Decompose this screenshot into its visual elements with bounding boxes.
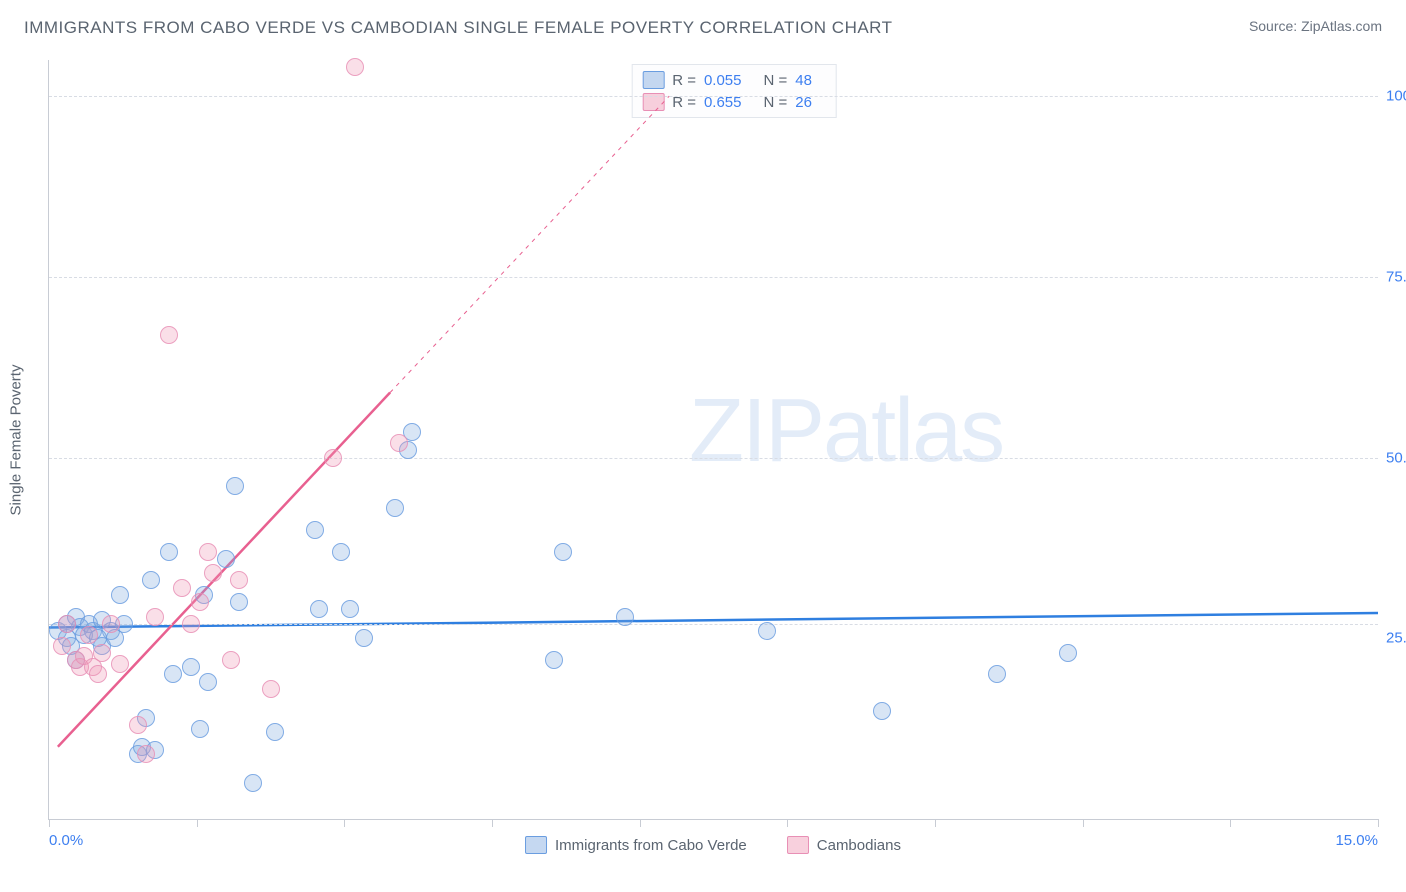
x-tick-mark [197, 819, 198, 827]
data-point [80, 626, 98, 644]
y-tick-label: 50.0% [1386, 449, 1406, 466]
source-prefix: Source: [1249, 18, 1301, 34]
data-point [758, 622, 776, 640]
data-point [355, 629, 373, 647]
gridline [49, 458, 1378, 459]
data-point [310, 600, 328, 618]
data-point [616, 608, 634, 626]
data-point [111, 586, 129, 604]
data-point [204, 564, 222, 582]
data-point [182, 658, 200, 676]
x-tick-mark [1083, 819, 1084, 827]
gridline [49, 624, 1378, 625]
data-point [554, 543, 572, 561]
data-point [89, 665, 107, 683]
series-legend: Immigrants from Cabo Verde Cambodians [525, 836, 901, 854]
data-point [332, 543, 350, 561]
data-point [199, 543, 217, 561]
legend-label-blue: Immigrants from Cabo Verde [555, 837, 747, 854]
data-point [129, 716, 147, 734]
trend-line [49, 613, 1378, 627]
source-attribution: Source: ZipAtlas.com [1249, 18, 1382, 34]
data-point [545, 651, 563, 669]
x-tick-mark [935, 819, 936, 827]
data-point [191, 720, 209, 738]
data-point [137, 745, 155, 763]
data-point [226, 477, 244, 495]
x-tick-mark [1378, 819, 1379, 827]
data-point [146, 608, 164, 626]
trend-line [58, 393, 390, 747]
data-point [217, 550, 235, 568]
data-point [191, 593, 209, 611]
y-tick-label: 25.0% [1386, 630, 1406, 647]
data-point [111, 655, 129, 673]
data-point [199, 673, 217, 691]
chart-area: Single Female Poverty ZIPatlas R = 0.055… [48, 60, 1378, 820]
data-point [230, 571, 248, 589]
trendlines-layer [49, 60, 1378, 819]
gridline [49, 96, 1378, 97]
gridline [49, 277, 1378, 278]
x-tick-mark [640, 819, 641, 827]
data-point [222, 651, 240, 669]
data-point [164, 665, 182, 683]
data-point [93, 644, 111, 662]
data-point [102, 615, 120, 633]
y-tick-label: 75.0% [1386, 268, 1406, 285]
data-point [988, 665, 1006, 683]
data-point [386, 499, 404, 517]
chart-title: IMMIGRANTS FROM CABO VERDE VS CAMBODIAN … [24, 18, 893, 38]
data-point [1059, 644, 1077, 662]
data-point [306, 521, 324, 539]
data-point [230, 593, 248, 611]
legend-item-pink: Cambodians [787, 836, 901, 854]
swatch-blue-icon [525, 836, 547, 854]
x-tick-mark [344, 819, 345, 827]
x-tick-mark [1230, 819, 1231, 827]
trend-line [390, 96, 669, 392]
data-point [341, 600, 359, 618]
x-tick-mark [49, 819, 50, 827]
data-point [142, 571, 160, 589]
source-name: ZipAtlas.com [1301, 18, 1382, 34]
x-tick-label: 15.0% [1335, 832, 1378, 849]
data-point [58, 615, 76, 633]
x-tick-mark [492, 819, 493, 827]
data-point [53, 637, 71, 655]
data-point [873, 702, 891, 720]
y-tick-label: 100.0% [1386, 88, 1406, 105]
data-point [266, 723, 284, 741]
legend-item-blue: Immigrants from Cabo Verde [525, 836, 747, 854]
data-point [160, 543, 178, 561]
data-point [346, 58, 364, 76]
data-point [173, 579, 191, 597]
data-point [160, 326, 178, 344]
data-point [182, 615, 200, 633]
legend-label-pink: Cambodians [817, 837, 901, 854]
data-point [244, 774, 262, 792]
y-axis-title: Single Female Poverty [8, 365, 25, 516]
swatch-pink-icon [787, 836, 809, 854]
plot-region: ZIPatlas R = 0.055 N = 48 R = 0.655 N = … [48, 60, 1378, 820]
data-point [262, 680, 280, 698]
x-tick-label: 0.0% [49, 832, 83, 849]
chart-header: IMMIGRANTS FROM CABO VERDE VS CAMBODIAN … [0, 0, 1406, 46]
data-point [324, 449, 342, 467]
x-tick-mark [787, 819, 788, 827]
data-point [390, 434, 408, 452]
